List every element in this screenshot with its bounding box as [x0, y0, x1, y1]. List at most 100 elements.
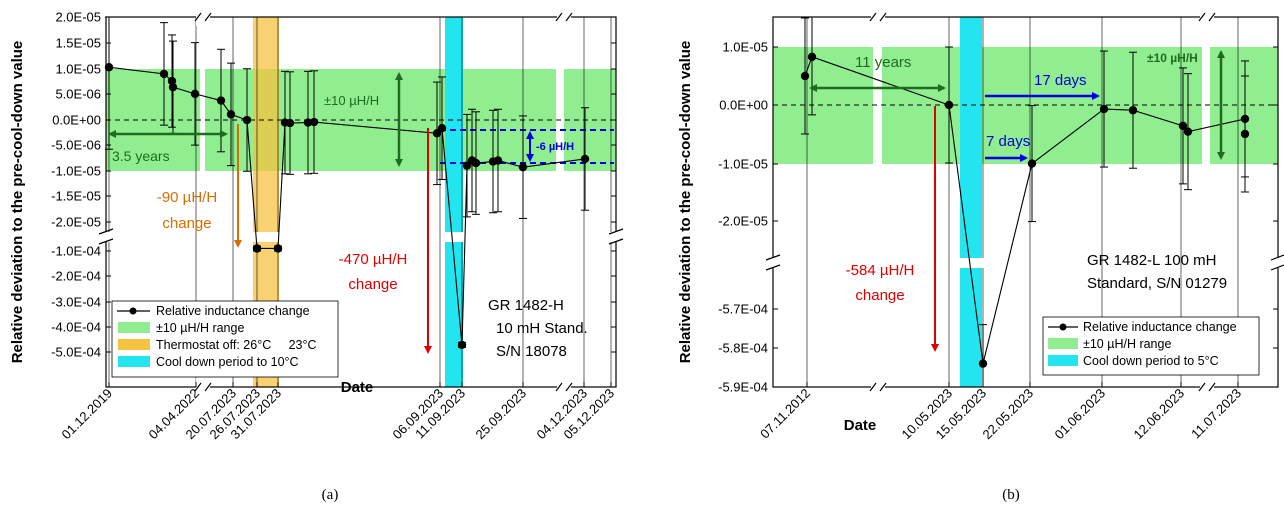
data-point [437, 124, 447, 133]
cooldown-band [445, 17, 463, 387]
annotation-text: -6 µH/H [536, 141, 574, 153]
y-tick-label: -5.9E-04 [718, 380, 768, 395]
data-point [944, 100, 954, 110]
annotation-text: change [855, 287, 904, 304]
y-tick-label: -1.0E-05 [51, 164, 101, 179]
x-tick-label: 01.12.2019 [58, 386, 115, 443]
tolerance-band [564, 69, 616, 171]
x-tick-label: 22.05.2023 [979, 386, 1036, 443]
data-point [1178, 121, 1188, 131]
y-axis-title: Relative deviation to the pre-cool-down … [9, 41, 26, 364]
data-point [1099, 104, 1109, 114]
y-tick-label: 5.0E-06 [55, 87, 101, 102]
x-tick-label: 25.09.2023 [472, 386, 529, 443]
annotation-text: change [162, 215, 211, 232]
data-point [580, 154, 590, 164]
data-point [168, 83, 178, 92]
legend-b: Relative inductance change ±10 µH/H rang… [1042, 316, 1260, 376]
device-label: GR 1482-L 100 mH [1087, 252, 1217, 269]
y-tick-label: -5.0E-06 [51, 138, 101, 153]
legend-label: ±10 µH/H range [156, 321, 244, 335]
annotation-text: 11 years [855, 54, 911, 71]
annotation-text: 3.5 years [112, 148, 170, 164]
data-point [471, 158, 481, 168]
data-point [242, 115, 252, 125]
legend-label: Cool down period to 10°C [156, 355, 299, 369]
data-point [285, 118, 295, 128]
y-tick-label: -2.0E-04 [51, 269, 101, 284]
annotation-text: -470 µH/H [339, 251, 408, 268]
annotation-text: 7 days [986, 133, 1030, 150]
data-point [309, 117, 319, 127]
data-point [303, 118, 313, 127]
panel-caption: (b) [1002, 487, 1020, 503]
cooldown-band [960, 17, 982, 387]
y-tick-label: 1.0E-05 [722, 40, 768, 55]
legend-label: Relative inductance change [156, 304, 310, 318]
y-tick-label: -1.0E-05 [718, 157, 768, 172]
y-tick-label: 0.0E+00 [52, 113, 101, 128]
data-point [226, 110, 236, 119]
axis-breaks [763, 8, 1284, 396]
data-point [457, 340, 467, 350]
y-tick-label: 0.0E+00 [719, 98, 768, 113]
annotation-text: -90 µH/H [157, 189, 217, 206]
plot-frame [105, 16, 617, 388]
data-point [518, 162, 528, 172]
data-point [800, 71, 810, 81]
data-point [493, 156, 503, 165]
data-point [1240, 129, 1250, 139]
legend-label: Relative inductance change [1083, 320, 1237, 334]
y-tick-label: -5.7E-04 [718, 302, 768, 317]
data-point [104, 63, 114, 72]
y-tick-label: 1.5E-05 [55, 36, 101, 51]
x-tick-label: 12.06.2023 [1130, 386, 1187, 443]
device-label: Standard, S/N 01279 [1087, 275, 1227, 292]
device-label: S/N 18078 [496, 343, 567, 360]
annotation-text: change [348, 276, 397, 293]
chart-panel-a: 2.0E-05 1.5E-05 1.0E-05 5.0E-06 0.0E+00 -5.0E… [9, 8, 626, 503]
y-tick-label: -4.0E-04 [51, 320, 101, 335]
legend-label: Cool down period to 5°C [1083, 354, 1219, 368]
data-point [1183, 127, 1193, 136]
y-tick-label: -1.5E-05 [51, 189, 101, 204]
data-point [159, 69, 169, 79]
data-point [216, 96, 226, 105]
y-ticks-a: 2.0E-05 1.5E-05 1.0E-05 5.0E-06 0.0E+00 -5.0E… [51, 10, 616, 360]
plot-frame [772, 16, 1279, 388]
y-tick-label: 1.0E-05 [55, 62, 101, 77]
data-point [252, 244, 262, 253]
x-tick-label: 11.07.2023 [1188, 386, 1244, 442]
x-ticks-b: 07.11.2012 10.05.202315.05.202322.05.2023… [757, 382, 1244, 442]
data-point [273, 244, 283, 253]
annotation-text: 17 days [1034, 72, 1087, 89]
legend-a: Relative inductance change ±10 µH/H rang… [111, 300, 339, 378]
annotation-text: -584 µH/H [846, 262, 915, 279]
x-ticks-a: 01.12.2019 04.04.202220.07.202326.07.2023… [58, 382, 617, 442]
device-label: GR 1482-H [488, 297, 564, 314]
data-point [1027, 159, 1037, 168]
data-layer-b [800, 16, 1250, 388]
y-tick-label: -5.8E-04 [718, 341, 768, 356]
y-tick-label: 2.0E-05 [55, 10, 101, 25]
x-tick-label: 01.06.2023 [1051, 386, 1108, 443]
y-tick-label: -5.0E-04 [51, 345, 101, 360]
y-axis-title: Relative deviation to the pre-cool-down … [677, 41, 694, 364]
y-ticks-b: 1.0E-05 0.0E+00 -1.0E-05 -2.0E-05 -5.7E-04 -5… [718, 40, 1278, 395]
data-point [190, 89, 200, 99]
y-tick-label: -2.0E-05 [51, 215, 101, 230]
legend-label: Thermostat off: 26°C 23°C [156, 338, 317, 352]
panel-caption: (a) [322, 487, 339, 503]
y-tick-label: -1.0E-04 [51, 244, 101, 259]
data-layer-a [104, 16, 590, 350]
x-axis-title: Date [844, 417, 877, 434]
data-point [1128, 106, 1138, 115]
axis-breaks [96, 8, 626, 396]
x-axis-title: Date [341, 379, 374, 396]
chart-panel-b: 1.0E-05 0.0E+00 -1.0E-05 -2.0E-05 -5.7E-04 -5… [677, 8, 1284, 503]
device-label: 10 mH Stand. [496, 320, 588, 337]
y-tick-label: -3.0E-04 [51, 295, 101, 310]
legend-label: ±10 µH/H range [1083, 337, 1171, 351]
data-point [807, 52, 817, 62]
